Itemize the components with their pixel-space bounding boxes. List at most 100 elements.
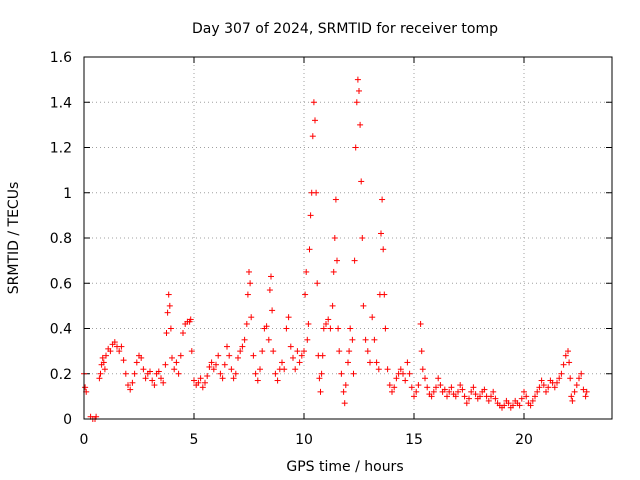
data-point — [122, 370, 129, 377]
data-point — [301, 348, 307, 355]
data-point — [400, 370, 406, 377]
data-point — [556, 375, 563, 382]
data-point — [173, 359, 180, 366]
data-point — [568, 393, 575, 400]
y-tick-label: 1.4 — [50, 95, 72, 111]
data-point — [230, 375, 237, 382]
data-point — [199, 384, 206, 391]
data-point — [99, 354, 106, 361]
data-point — [188, 348, 195, 355]
data-point — [461, 393, 468, 400]
data-point — [151, 382, 158, 389]
data-point — [406, 370, 413, 377]
data-point — [341, 400, 348, 407]
data-point — [468, 388, 475, 395]
data-point — [177, 352, 184, 359]
data-point — [582, 393, 589, 400]
data-point — [263, 323, 270, 330]
data-point — [510, 402, 516, 409]
data-point — [571, 388, 578, 395]
data-point — [187, 316, 194, 323]
data-point — [195, 379, 202, 386]
data-point — [521, 388, 527, 395]
y-tick-label: 1 — [63, 186, 72, 202]
data-point — [540, 382, 547, 389]
data-point — [488, 393, 494, 400]
data-point — [323, 320, 329, 327]
data-point — [381, 291, 388, 298]
data-point — [133, 359, 140, 366]
data-point — [180, 330, 186, 337]
chart-title: Day 307 of 2024, SRMTID for receiver tom… — [192, 21, 498, 37]
data-point — [562, 352, 569, 359]
data-point — [100, 359, 107, 366]
data-point — [285, 314, 292, 321]
data-point — [304, 336, 311, 343]
data-point — [254, 377, 261, 384]
data-point — [554, 379, 560, 386]
y-tick-label: 0.2 — [50, 367, 72, 383]
data-point — [364, 348, 371, 355]
data-point — [228, 366, 235, 373]
data-point — [352, 144, 359, 151]
data-point — [389, 388, 395, 395]
data-point — [351, 257, 358, 264]
data-point — [357, 121, 364, 128]
data-point — [202, 379, 208, 386]
data-point — [345, 359, 351, 366]
data-point — [158, 375, 164, 382]
data-point — [235, 354, 241, 361]
data-point — [444, 393, 450, 400]
data-point — [419, 366, 426, 373]
data-point — [217, 370, 224, 377]
data-point — [313, 189, 320, 196]
data-point — [327, 325, 334, 332]
data-point — [248, 314, 255, 321]
data-point — [287, 343, 294, 350]
data-point — [191, 377, 197, 384]
x-tick-labels: 0 5 10 15 20 — [80, 432, 533, 448]
data-point — [169, 354, 175, 361]
data-point — [492, 395, 499, 402]
data-point — [360, 302, 367, 309]
data-point — [312, 117, 318, 124]
data-point — [580, 386, 587, 393]
data-point — [543, 388, 549, 395]
data-point — [165, 291, 172, 298]
data-point — [490, 388, 497, 395]
data-point — [356, 87, 362, 94]
data-point — [334, 257, 340, 264]
y-tick-label: 0.8 — [50, 231, 72, 247]
data-point — [466, 395, 472, 402]
data-point — [243, 320, 250, 327]
data-point — [481, 386, 488, 393]
data-point — [210, 366, 217, 373]
data-point — [413, 388, 420, 395]
data-point — [397, 366, 404, 373]
data-point — [318, 370, 325, 377]
data-point — [270, 348, 277, 355]
data-point — [164, 309, 171, 316]
data-point — [331, 235, 338, 241]
data-point — [103, 352, 109, 359]
data-point — [302, 291, 309, 298]
data-point — [470, 384, 477, 391]
data-point — [111, 339, 118, 346]
data-point — [417, 320, 424, 327]
data-point — [378, 230, 384, 237]
data-point — [274, 377, 281, 384]
data-point — [437, 382, 444, 389]
data-points — [81, 76, 590, 422]
data-point — [358, 178, 365, 185]
data-point — [523, 393, 530, 400]
x-tick-label: 10 — [295, 432, 313, 448]
data-point — [446, 388, 453, 395]
data-point — [452, 393, 459, 400]
data-point — [244, 291, 251, 298]
data-point — [404, 359, 411, 366]
data-point — [266, 287, 273, 294]
data-point — [320, 325, 327, 332]
data-point — [250, 352, 257, 359]
data-point — [367, 359, 373, 366]
data-point — [501, 402, 508, 409]
